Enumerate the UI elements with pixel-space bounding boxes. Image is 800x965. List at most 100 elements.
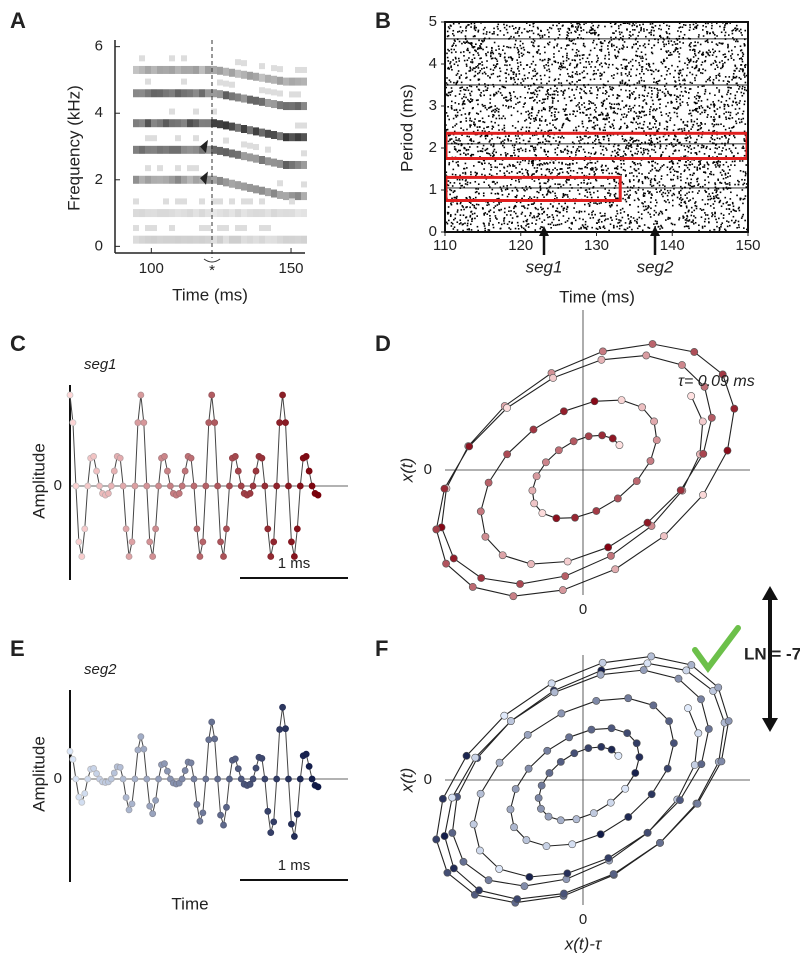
raster-dot: [521, 55, 523, 57]
raster-dot: [557, 136, 560, 138]
raster-dot: [716, 66, 719, 69]
raster-dot: [735, 122, 738, 125]
raster-dot: [676, 65, 679, 68]
raster-dot: [466, 40, 468, 43]
raster-dot: [714, 59, 716, 62]
raster-dot: [534, 99, 536, 101]
raster-dot: [730, 164, 732, 166]
raster-dot: [644, 192, 646, 195]
raster-dot: [731, 160, 734, 163]
raster-dot: [549, 172, 552, 175]
raster-dot: [687, 182, 690, 185]
raster-dot: [594, 111, 597, 113]
raster-dot: [608, 182, 611, 185]
raster-dot: [632, 106, 635, 109]
raster-dot: [741, 189, 744, 191]
raster-dot: [679, 189, 682, 192]
raster-dot: [663, 199, 666, 202]
raster-dot: [469, 68, 472, 70]
raster-dot: [615, 215, 617, 217]
spectrogram-cell: [301, 235, 307, 244]
state-point: [611, 565, 620, 574]
spectrogram-cell: [289, 133, 295, 142]
raster-dot: [532, 161, 534, 163]
raster-dot: [469, 215, 472, 218]
raster-dot: [489, 217, 491, 220]
spectrogram-cell: [145, 165, 151, 172]
raster-dot: [509, 155, 512, 157]
raster-dot: [724, 103, 726, 106]
raster-dot: [510, 210, 512, 212]
raster-dot: [647, 205, 650, 207]
raster-dot: [507, 99, 509, 102]
raster-dot: [466, 228, 469, 231]
raster-dot: [518, 142, 521, 144]
raster-dot: [704, 90, 707, 93]
spectrogram-cell: [133, 145, 139, 154]
raster-dot: [709, 140, 711, 143]
raster-dot: [733, 38, 735, 41]
raster-dot: [667, 134, 670, 137]
raster-dot: [556, 210, 559, 213]
raster-dot: [620, 31, 623, 34]
raster-dot: [596, 97, 598, 99]
raster-dot: [470, 90, 473, 93]
raster-dot: [492, 154, 495, 156]
raster-dot: [549, 108, 551, 110]
raster-dot: [462, 100, 465, 103]
raster-dot: [673, 94, 676, 97]
raster-dot: [510, 78, 512, 80]
raster-dot: [477, 203, 480, 206]
raster-dot: [540, 203, 542, 205]
raster-dot: [741, 60, 744, 63]
raster-dot: [707, 198, 710, 201]
raster-dot: [602, 118, 605, 120]
raster-dot: [716, 44, 719, 46]
raster-dot: [710, 171, 712, 173]
raster-dot: [585, 227, 587, 230]
raster-dot: [526, 171, 529, 174]
raster-dot: [620, 224, 623, 227]
raster-dot: [739, 68, 742, 70]
raster-dot: [459, 214, 462, 216]
state-point: [509, 592, 518, 601]
raster-dot: [595, 31, 597, 34]
raster-dot: [580, 88, 583, 91]
raster-dot: [652, 34, 655, 37]
raster-dot: [594, 151, 597, 154]
state-point: [598, 431, 607, 440]
raster-dot: [694, 67, 697, 69]
raster-dot: [652, 109, 654, 112]
spectrogram-cell: [253, 127, 259, 136]
raster-dot: [468, 228, 470, 231]
raster-dot: [605, 107, 607, 110]
raster-dot: [474, 171, 477, 174]
raster-dot: [455, 116, 458, 118]
raster-dot: [547, 61, 549, 64]
raster-dot: [454, 40, 456, 42]
raster-dot: [566, 31, 569, 33]
sample: [107, 775, 115, 783]
spectrogram-cell: [241, 152, 247, 161]
raster-dot: [541, 115, 543, 118]
raster-dot: [655, 81, 657, 84]
raster-dot: [714, 118, 716, 121]
raster-dot: [462, 206, 464, 208]
raster-dot: [697, 95, 700, 98]
raster-dot: [551, 214, 554, 216]
raster-dot: [615, 57, 618, 59]
raster-dot: [505, 24, 508, 27]
raster-dot: [727, 221, 730, 223]
raster-dot: [700, 146, 703, 149]
raster-dot: [509, 228, 512, 231]
raster-dot: [576, 86, 578, 88]
raster-dot: [743, 43, 746, 45]
raster-dot: [466, 224, 469, 227]
raster-dot: [471, 58, 473, 61]
raster-dot: [738, 226, 740, 229]
raster-dot: [485, 52, 487, 55]
raster-dot: [552, 137, 555, 139]
raster-dot: [610, 126, 612, 129]
raster-dot: [541, 34, 544, 37]
raster-dot: [581, 120, 584, 123]
